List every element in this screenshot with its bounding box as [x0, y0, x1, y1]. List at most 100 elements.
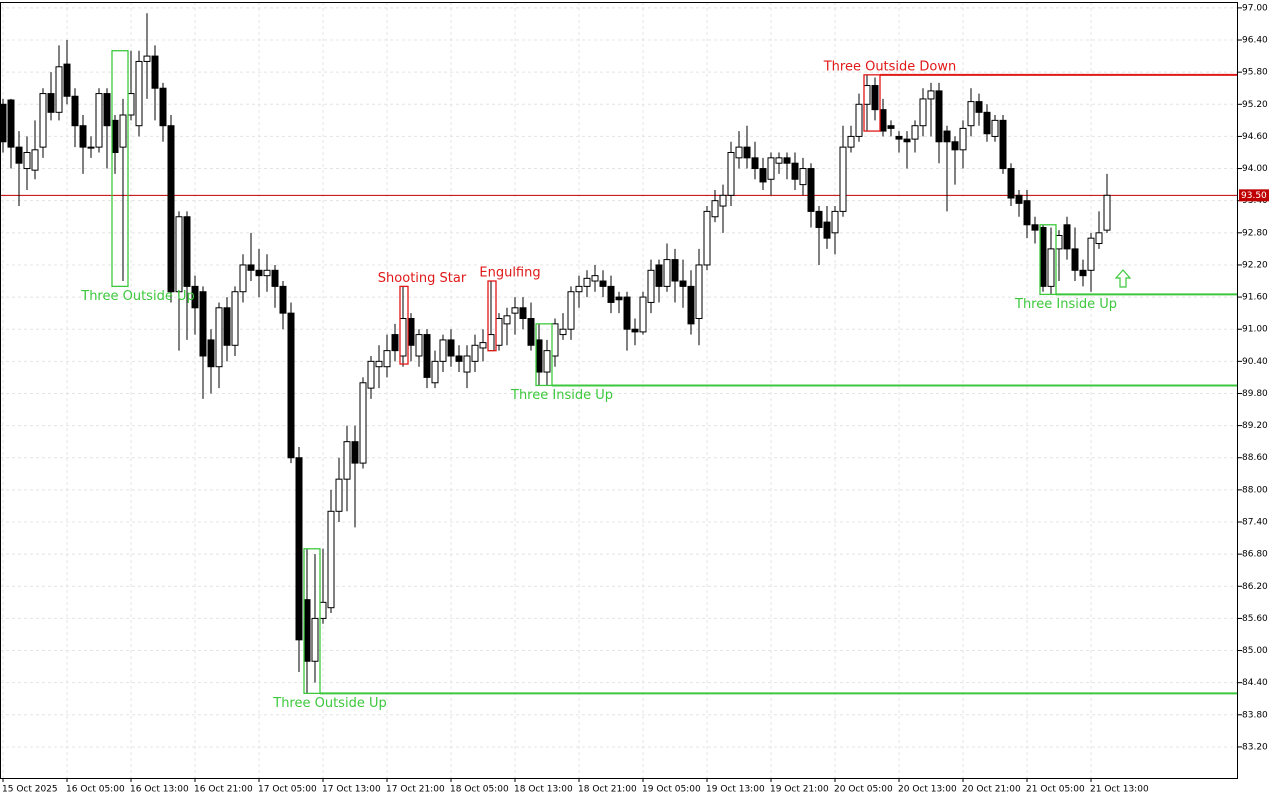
candle-body — [623, 296, 631, 330]
candle-body — [815, 210, 823, 228]
candle-body — [1047, 248, 1055, 287]
candle-body — [911, 125, 919, 140]
candle-body — [487, 334, 495, 352]
candle-body — [855, 103, 863, 137]
candle-body — [759, 168, 767, 183]
y-tick-label: 90.40 — [1242, 357, 1268, 367]
candle-body — [247, 264, 255, 271]
candle-body — [503, 315, 511, 325]
candle-body — [727, 151, 735, 196]
x-tick-label: 20 Oct 13:00 — [898, 785, 957, 795]
candle-body — [807, 168, 815, 212]
candle-body — [999, 119, 1007, 170]
candle-body — [0, 103, 7, 143]
pattern-label: Three Outside Up — [80, 289, 194, 304]
candle-body — [207, 339, 215, 368]
candle-body — [215, 307, 223, 368]
pattern-box — [487, 280, 497, 352]
axes: 97.0096.4095.8095.2094.6094.0093.4092.80… — [2, 3, 1269, 795]
candle-body — [567, 291, 575, 330]
pattern-label: Three Inside Up — [510, 388, 613, 403]
candle-body — [103, 93, 111, 127]
y-tick-label: 96.40 — [1242, 36, 1268, 46]
candle-body — [951, 141, 959, 151]
pattern-box — [399, 285, 409, 365]
candle-body — [703, 210, 711, 266]
candle-body — [359, 382, 367, 464]
candle-body — [127, 93, 135, 116]
candle-body — [711, 200, 719, 218]
candle-body — [223, 307, 231, 346]
candle-body — [663, 259, 671, 287]
x-tick-label: 18 Oct 13:00 — [514, 785, 573, 795]
x-tick-label: 17 Oct 05:00 — [258, 785, 317, 795]
y-tick-label: 85.60 — [1242, 614, 1268, 624]
candle-body — [279, 285, 287, 314]
x-tick-label: 19 Oct 13:00 — [706, 785, 765, 795]
candle-body — [79, 125, 87, 148]
candle-body — [535, 339, 543, 373]
pattern-box — [863, 74, 881, 132]
candle-body — [1103, 194, 1111, 231]
x-tick-label: 21 Oct 13:00 — [1090, 785, 1149, 795]
x-tick-label: 20 Oct 05:00 — [834, 785, 893, 795]
candle-body — [471, 344, 479, 362]
candle-body — [895, 135, 903, 140]
candle-body — [455, 355, 463, 362]
candle-body — [31, 149, 39, 171]
candle-body — [1079, 269, 1087, 277]
candle-body — [839, 146, 847, 212]
candle-body — [527, 318, 535, 346]
candle-body — [47, 93, 55, 113]
pattern-label: Shooting Star — [378, 271, 467, 286]
candle-body — [903, 138, 911, 143]
candle-body — [1023, 200, 1031, 226]
x-tick-label: 16 Oct 13:00 — [130, 785, 189, 795]
y-tick-label: 88.60 — [1242, 453, 1268, 463]
candle-body — [343, 441, 351, 480]
candle-body — [111, 119, 119, 153]
candle-body — [647, 269, 655, 303]
x-tick-label: 17 Oct 13:00 — [322, 785, 381, 795]
candle-body — [695, 264, 703, 320]
candle-body — [311, 617, 319, 662]
candle-body — [319, 601, 327, 619]
candle-body — [1055, 234, 1063, 250]
y-tick-label: 94.60 — [1242, 132, 1268, 142]
candle-body — [511, 307, 519, 314]
candles — [0, 13, 1111, 694]
y-tick-label: 89.80 — [1242, 389, 1268, 399]
candle-body — [231, 291, 239, 346]
candle-body — [1095, 232, 1103, 245]
current-price-box — [1239, 189, 1269, 202]
candle-body — [775, 157, 783, 164]
candle-body — [431, 360, 439, 384]
grid — [0, 2, 1238, 778]
x-tick-label: 18 Oct 21:00 — [578, 785, 637, 795]
pattern-box — [303, 548, 321, 695]
y-tick-label: 86.20 — [1242, 582, 1268, 592]
candle-body — [383, 350, 391, 368]
candle-body — [15, 146, 23, 164]
y-tick-label: 83.80 — [1242, 710, 1268, 720]
y-tick-label: 88.00 — [1242, 485, 1268, 495]
y-tick-label: 89.20 — [1242, 421, 1268, 431]
candle-body — [591, 275, 599, 282]
candle-body — [991, 119, 999, 137]
candle-body — [263, 269, 271, 277]
candle-body — [367, 360, 375, 389]
y-tick-label: 91.60 — [1242, 293, 1268, 303]
candle-body — [543, 350, 551, 373]
x-tick-label: 16 Oct 21:00 — [194, 785, 253, 795]
candle-body — [927, 90, 935, 100]
y-tick-label: 86.80 — [1242, 550, 1268, 560]
x-tick-label: 16 Oct 05:00 — [66, 785, 125, 795]
candle-body — [143, 55, 151, 62]
y-tick-label: 84.40 — [1242, 678, 1268, 688]
x-tick-label: 17 Oct 21:00 — [386, 785, 445, 795]
y-tick-label: 92.80 — [1242, 228, 1268, 238]
pattern-label: Three Inside Up — [1014, 297, 1117, 312]
candle-body — [271, 269, 279, 287]
candle-body — [943, 130, 951, 143]
